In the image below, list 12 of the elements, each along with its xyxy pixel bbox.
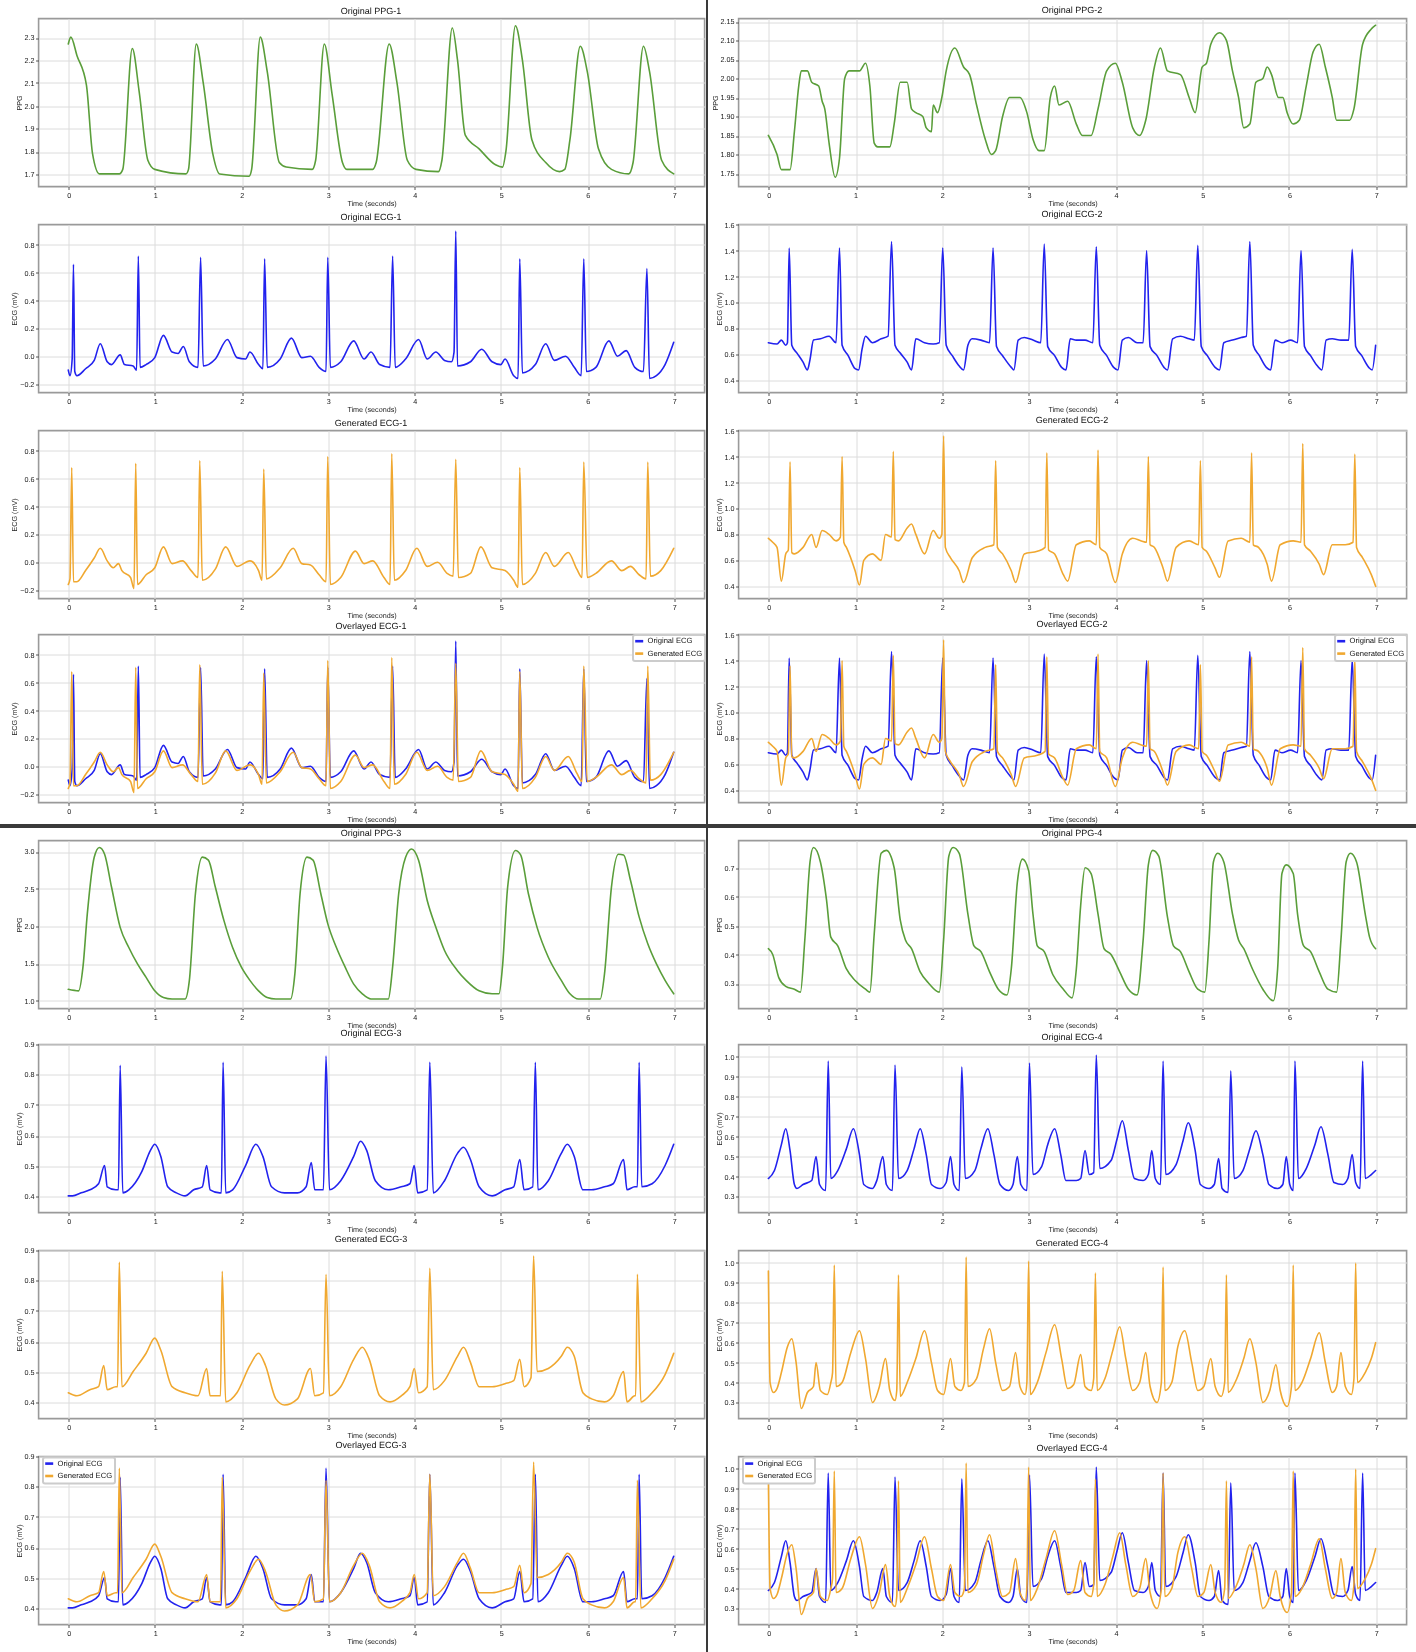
line-series xyxy=(67,229,675,380)
line-series xyxy=(67,1255,675,1406)
line-series xyxy=(767,434,1377,587)
line-series xyxy=(767,25,1377,179)
line-series xyxy=(67,25,675,178)
line-series xyxy=(767,240,1377,371)
line-series xyxy=(67,451,675,589)
line-series xyxy=(67,1055,675,1198)
line-series xyxy=(767,1054,1377,1194)
line-series xyxy=(767,1255,1377,1410)
line-series xyxy=(767,846,1377,1001)
line-series xyxy=(67,846,675,1000)
